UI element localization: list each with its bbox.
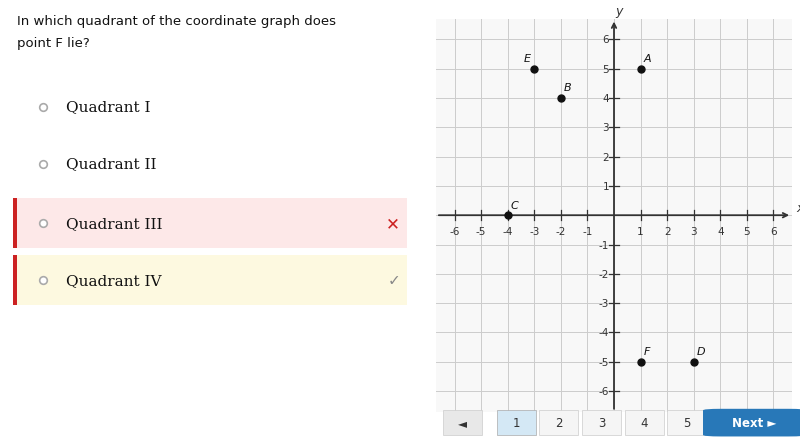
Text: Quadrant IV: Quadrant IV [66,273,162,287]
FancyBboxPatch shape [539,410,578,435]
Text: F: F [644,346,650,356]
Text: 3: 3 [598,416,606,429]
Text: y: y [616,5,623,18]
Bar [13,255,17,306]
Text: -2: -2 [556,227,566,237]
Text: -5: -5 [599,357,610,367]
Text: -4: -4 [599,328,610,338]
Bar [13,82,406,132]
Bar [13,198,406,249]
Bar [13,198,17,249]
Text: Next ►: Next ► [733,416,777,429]
Text: 6: 6 [602,35,610,45]
Text: -6: -6 [599,386,610,396]
Text: 2: 2 [555,416,562,429]
Text: 5: 5 [602,64,610,74]
FancyBboxPatch shape [443,410,482,435]
Text: E: E [524,53,531,64]
Text: -6: -6 [450,227,460,237]
Text: x: x [796,202,800,215]
Text: A: A [644,53,651,64]
Text: D: D [697,346,706,356]
Text: C: C [511,201,518,210]
FancyBboxPatch shape [497,410,536,435]
Text: -1: -1 [599,240,610,250]
Text: -1: -1 [582,227,593,237]
Bar [13,255,406,306]
Text: 4: 4 [717,227,723,237]
Text: 2: 2 [664,227,670,237]
FancyBboxPatch shape [582,410,621,435]
Text: ✓: ✓ [387,273,400,288]
FancyBboxPatch shape [625,410,664,435]
Text: 1: 1 [638,227,644,237]
Text: Quadrant I: Quadrant I [66,100,151,114]
Text: point F lie?: point F lie? [17,37,90,50]
Text: -5: -5 [476,227,486,237]
Text: B: B [564,83,572,93]
Text: 1: 1 [602,181,610,191]
Text: 5: 5 [683,416,690,429]
Text: ◄: ◄ [458,416,467,429]
Text: 4: 4 [641,416,648,429]
Text: Quadrant II: Quadrant II [66,157,157,171]
Text: Quadrant III: Quadrant III [66,216,163,230]
Text: 3: 3 [690,227,697,237]
Text: In which quadrant of the coordinate graph does: In which quadrant of the coordinate grap… [17,15,336,28]
Text: -2: -2 [599,269,610,279]
Text: -3: -3 [599,298,610,308]
Text: 4: 4 [602,94,610,104]
Text: 1: 1 [512,416,520,429]
Text: 3: 3 [602,123,610,133]
Text: 5: 5 [743,227,750,237]
Text: -4: -4 [502,227,513,237]
FancyBboxPatch shape [703,409,800,436]
Text: 6: 6 [770,227,777,237]
Text: 2: 2 [602,152,610,162]
Bar [13,139,406,189]
Text: ✕: ✕ [386,214,400,233]
Text: -3: -3 [529,227,539,237]
FancyBboxPatch shape [667,410,706,435]
